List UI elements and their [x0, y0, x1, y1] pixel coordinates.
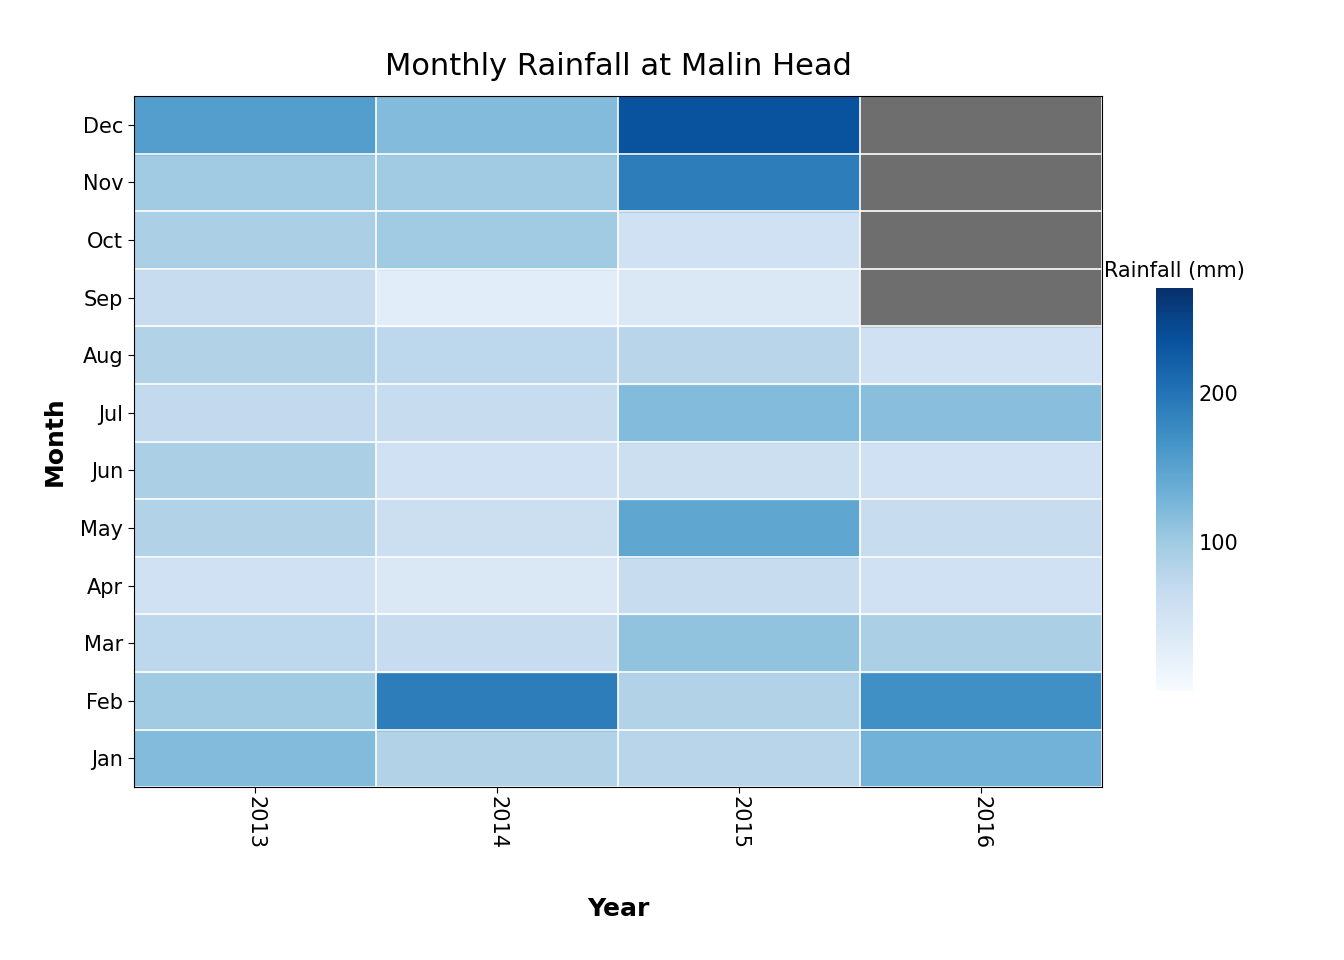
- Bar: [860, 326, 1102, 384]
- Bar: [860, 499, 1102, 557]
- Bar: [376, 730, 618, 787]
- Bar: [376, 384, 618, 442]
- Bar: [134, 730, 376, 787]
- Title: Rainfall (mm): Rainfall (mm): [1105, 261, 1245, 281]
- Bar: [618, 672, 860, 730]
- Bar: [376, 96, 618, 154]
- Bar: [134, 211, 376, 269]
- Bar: [134, 442, 376, 499]
- Bar: [134, 96, 376, 154]
- Bar: [860, 730, 1102, 787]
- Bar: [860, 557, 1102, 614]
- Bar: [376, 614, 618, 672]
- Bar: [376, 326, 618, 384]
- Bar: [860, 384, 1102, 442]
- Y-axis label: Month: Month: [43, 396, 66, 487]
- Bar: [860, 96, 1102, 154]
- Bar: [618, 154, 860, 211]
- Bar: [860, 211, 1102, 269]
- Bar: [618, 384, 860, 442]
- Bar: [618, 442, 860, 499]
- Bar: [860, 269, 1102, 326]
- X-axis label: Year: Year: [587, 898, 649, 922]
- Bar: [134, 154, 376, 211]
- Bar: [376, 211, 618, 269]
- Bar: [376, 269, 618, 326]
- Bar: [376, 672, 618, 730]
- Bar: [618, 499, 860, 557]
- Bar: [134, 614, 376, 672]
- Bar: [134, 384, 376, 442]
- Bar: [376, 442, 618, 499]
- Bar: [134, 269, 376, 326]
- Bar: [376, 154, 618, 211]
- Bar: [618, 557, 860, 614]
- Bar: [860, 614, 1102, 672]
- Bar: [860, 672, 1102, 730]
- Title: Monthly Rainfall at Malin Head: Monthly Rainfall at Malin Head: [384, 52, 852, 82]
- Bar: [618, 730, 860, 787]
- Bar: [618, 326, 860, 384]
- Bar: [618, 96, 860, 154]
- Bar: [134, 326, 376, 384]
- Bar: [134, 672, 376, 730]
- Bar: [618, 211, 860, 269]
- Bar: [376, 499, 618, 557]
- Bar: [860, 154, 1102, 211]
- Bar: [618, 614, 860, 672]
- Bar: [618, 269, 860, 326]
- Bar: [134, 499, 376, 557]
- Bar: [376, 557, 618, 614]
- Bar: [860, 442, 1102, 499]
- Bar: [134, 557, 376, 614]
